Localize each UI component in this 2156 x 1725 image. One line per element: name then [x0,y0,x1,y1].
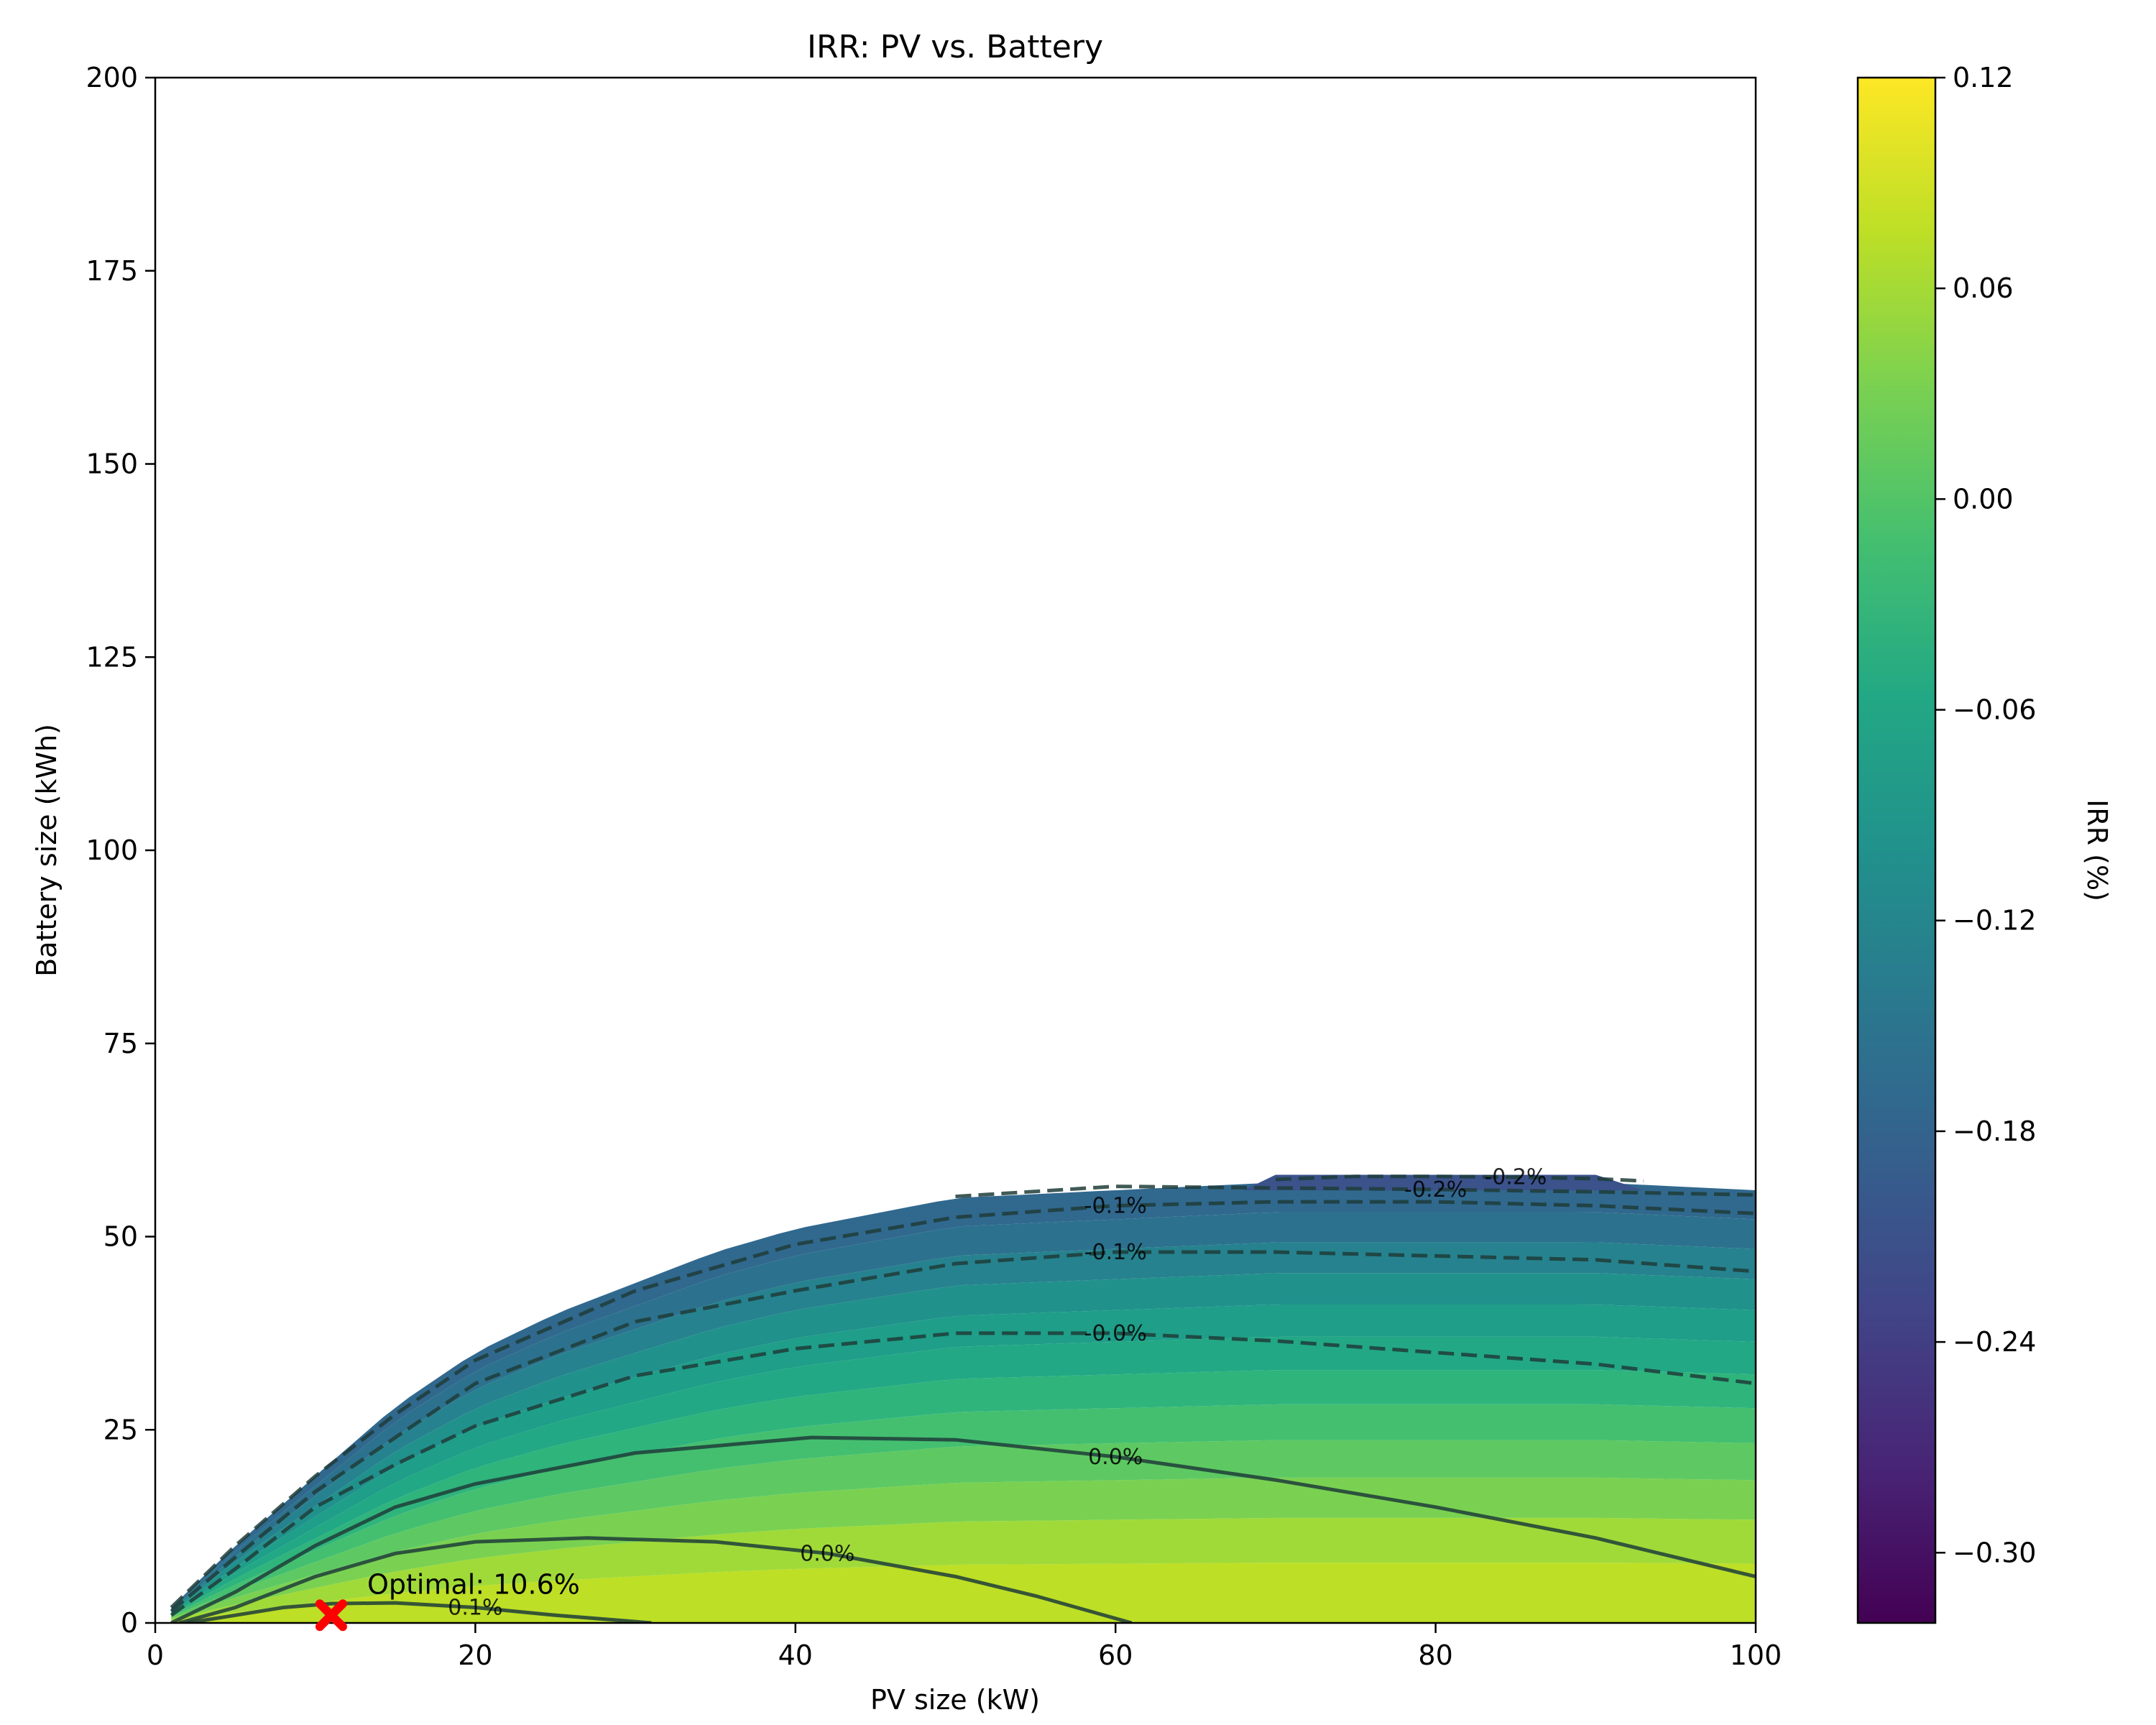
contour-label: 0.1% [448,1596,502,1621]
y-tick-label: 175 [86,255,138,287]
x-tick-label: 0 [147,1639,164,1671]
x-tick-label: 60 [1098,1639,1133,1671]
chart-title: IRR: PV vs. Battery [807,29,1103,65]
contour-label: -0.2% [1484,1165,1547,1190]
contour-band [171,1404,1756,1617]
contour-label: 0.0% [1088,1445,1143,1470]
contour-label: -0.1% [1084,1194,1147,1219]
y-axis-ticks: 0 25 50 75 100 125 150 175 200 [86,62,155,1639]
optimal-label: Optimal: 10.6% [367,1568,580,1600]
contour-band [171,1517,1756,1622]
contour-lines [170,1174,1756,1623]
contour-line [187,1601,652,1623]
contour-line [170,1200,1756,1609]
contour-label: -0.0% [1084,1321,1147,1346]
contour-label: -0.2% [1404,1177,1467,1202]
colorbar [1856,76,1937,1624]
colorbar-tick-label: 0.12 [1953,62,2014,93]
contour-band [171,1336,1756,1614]
contour-band [171,1477,1756,1619]
contour-line [955,1184,1756,1199]
colorbar-tick-label: −0.06 [1953,694,2036,726]
y-tick-label: 0 [121,1607,138,1639]
colorbar-tick-label: −0.12 [1953,905,2036,937]
y-axis-label: Battery size (kWh) [31,724,63,977]
x-tick-label: 20 [458,1639,492,1671]
filled-contour-region [171,1174,1756,1623]
colorbar-ticks: 0.12 0.06 0.00 −0.06 −0.12 −0.18 −0.24 −0.30 [1935,62,2036,1568]
y-tick-label: 125 [86,641,138,673]
y-tick-label: 75 [103,1028,138,1059]
contour-band [171,1305,1756,1613]
x-tick-label: 80 [1418,1639,1452,1671]
x-axis-ticks: 0 20 40 60 80 100 [147,1623,1782,1671]
contour-label: 0.0% [800,1541,854,1566]
colorbar-label: IRR (%) [2081,799,2113,901]
contour-line [1275,1174,1644,1183]
contour-band [171,1440,1756,1618]
y-tick-label: 150 [86,448,138,480]
x-tick-label: 40 [778,1639,813,1671]
y-tick-label: 100 [86,834,138,866]
contour-band [171,1563,1756,1623]
contour-line [178,1536,1133,1623]
contour-band [171,1370,1756,1616]
contour-label: -0.1% [1084,1240,1147,1265]
x-axis-label: PV size (kW) [870,1684,1040,1716]
contour-line [170,1435,1756,1623]
colorbar-tick-label: −0.30 [1953,1537,2036,1568]
x-tick-label: 100 [1730,1639,1782,1671]
colorbar-tick-label: −0.18 [1953,1116,2036,1147]
colorbar-tick-label: −0.24 [1953,1326,2036,1358]
colorbar-tick-label: 0.00 [1953,483,2014,515]
contour-labels: 0.1% 0.0% 0.0% -0.0% -0.1% -0.1% -0.2% -0.2% [448,1165,1547,1621]
y-tick-label: 25 [103,1414,138,1445]
y-tick-label: 50 [103,1221,138,1253]
y-tick-label: 200 [86,62,138,93]
optimal-marker [315,1599,347,1632]
contour-line [170,1250,1756,1613]
colorbar-tick-label: 0.06 [1953,272,2014,304]
optimal-point-group: Optimal: 10.6% [315,1568,580,1632]
